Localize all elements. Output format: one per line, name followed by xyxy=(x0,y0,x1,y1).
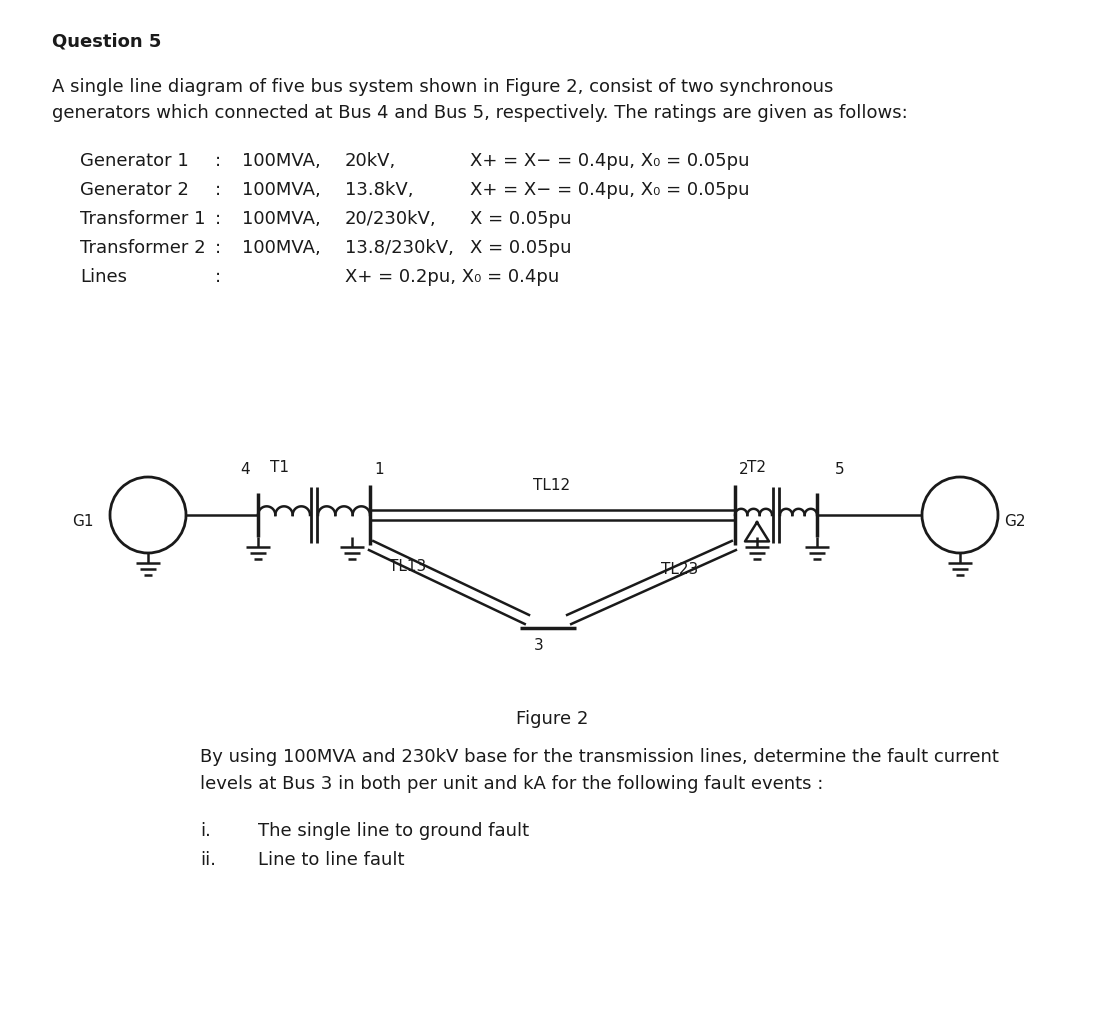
Text: :: : xyxy=(215,268,221,286)
Text: Figure 2: Figure 2 xyxy=(516,710,588,728)
Text: 13.8/230kV,: 13.8/230kV, xyxy=(344,239,454,257)
Text: :: : xyxy=(215,152,221,170)
Text: TL12: TL12 xyxy=(533,478,571,493)
Text: levels at Bus 3 in both per unit and kA for the following fault events :: levels at Bus 3 in both per unit and kA … xyxy=(200,775,824,793)
Text: 20kV,: 20kV, xyxy=(344,152,396,170)
Text: :: : xyxy=(215,239,221,257)
Text: X+ = X− = 0.4pu, X₀ = 0.05pu: X+ = X− = 0.4pu, X₀ = 0.05pu xyxy=(470,152,750,170)
Text: The single line to ground fault: The single line to ground fault xyxy=(258,822,529,840)
Text: 4: 4 xyxy=(240,462,250,477)
Text: Line to line fault: Line to line fault xyxy=(258,851,404,869)
Text: X+ = X− = 0.4pu, X₀ = 0.05pu: X+ = X− = 0.4pu, X₀ = 0.05pu xyxy=(470,181,750,199)
Text: Generator 2: Generator 2 xyxy=(79,181,189,199)
Text: 13.8kV,: 13.8kV, xyxy=(344,181,414,199)
Text: Transformer 1: Transformer 1 xyxy=(79,210,205,228)
Text: 1: 1 xyxy=(374,462,383,477)
Text: 2: 2 xyxy=(739,462,749,477)
Text: 5: 5 xyxy=(835,462,845,477)
Text: :: : xyxy=(215,181,221,199)
Text: ii.: ii. xyxy=(200,851,216,869)
Text: TL23: TL23 xyxy=(661,562,698,577)
Text: T2: T2 xyxy=(747,460,766,475)
Text: T1: T1 xyxy=(270,460,289,475)
Text: X+ = 0.2pu, X₀ = 0.4pu: X+ = 0.2pu, X₀ = 0.4pu xyxy=(344,268,560,286)
Text: generators which connected at Bus 4 and Bus 5, respectively. The ratings are giv: generators which connected at Bus 4 and … xyxy=(52,104,907,122)
Text: 100MVA,: 100MVA, xyxy=(242,210,321,228)
Text: By using 100MVA and 230kV base for the transmission lines, determine the fault c: By using 100MVA and 230kV base for the t… xyxy=(200,748,999,766)
Text: 100MVA,: 100MVA, xyxy=(242,181,321,199)
Text: G1: G1 xyxy=(73,515,94,530)
Text: :: : xyxy=(215,210,221,228)
Text: X = 0.05pu: X = 0.05pu xyxy=(470,239,572,257)
Text: Transformer 2: Transformer 2 xyxy=(79,239,205,257)
Text: 20/230kV,: 20/230kV, xyxy=(344,210,436,228)
Text: i.: i. xyxy=(200,822,211,840)
Text: Generator 1: Generator 1 xyxy=(79,152,189,170)
Text: TL13: TL13 xyxy=(389,559,426,574)
Text: 100MVA,: 100MVA, xyxy=(242,239,321,257)
Text: Lines: Lines xyxy=(79,268,127,286)
Text: G2: G2 xyxy=(1004,515,1026,530)
Text: 3: 3 xyxy=(534,638,544,653)
Text: A single line diagram of five bus system shown in Figure 2, consist of two synch: A single line diagram of five bus system… xyxy=(52,78,834,96)
Text: 100MVA,: 100MVA, xyxy=(242,152,321,170)
Text: X = 0.05pu: X = 0.05pu xyxy=(470,210,572,228)
Text: Question 5: Question 5 xyxy=(52,32,161,50)
